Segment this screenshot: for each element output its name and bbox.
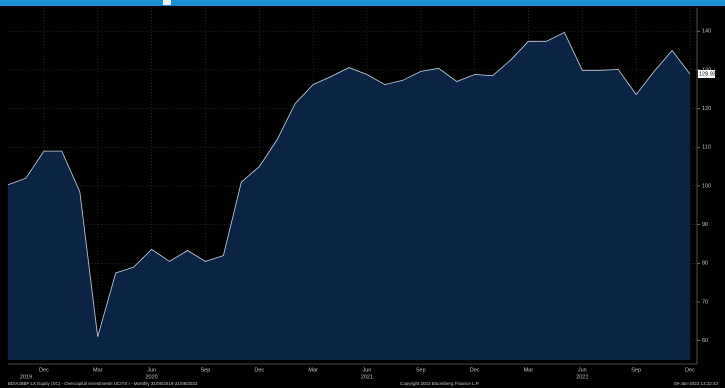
y-tick-label: 110 xyxy=(702,145,711,151)
x-year-label: 2019 xyxy=(20,374,32,380)
x-year-label: 2021 xyxy=(361,374,373,380)
x-tick-label: Sep xyxy=(631,367,641,373)
x-tick-label: Dec xyxy=(470,367,480,373)
area xyxy=(8,32,690,361)
y-tick-label: 100 xyxy=(702,183,711,189)
x-tick-label: Dec xyxy=(39,367,49,373)
x-tick-label: Sep xyxy=(201,367,211,373)
footer-copyright: Copyright 2023 Bloomberg Finance L.P. xyxy=(400,381,479,386)
x-year-label: 2022 xyxy=(576,374,588,380)
y-tick-label: 70 xyxy=(702,299,708,305)
x-tick-label: Sep xyxy=(416,367,426,373)
x-tick-label: Jun xyxy=(578,367,587,373)
x-tick-label: Jun xyxy=(147,367,156,373)
top-bar xyxy=(0,0,725,6)
x-tick-label: Dec xyxy=(254,367,264,373)
y-tick-label: 120 xyxy=(702,106,711,112)
last-value-label: 128.93 xyxy=(699,71,716,77)
y-tick-label: 90 xyxy=(702,222,708,228)
x-tick-label: Mar xyxy=(308,367,318,373)
y-tick-label: 60 xyxy=(702,338,708,344)
x-year-label: 2020 xyxy=(145,374,157,380)
y-tick-label: 140 xyxy=(702,29,711,35)
last-value-box xyxy=(698,70,715,79)
footer-source: BDVUBBF LX Equity (SC) - Overcapital Inv… xyxy=(8,381,198,386)
x-tick-label: Mar xyxy=(524,367,534,373)
x-tick-label: Dec xyxy=(685,367,695,373)
line xyxy=(7,31,691,337)
x-tick-label: Jun xyxy=(363,367,372,373)
footer-date: 09-Jan-2023 13:22:43 xyxy=(674,381,719,386)
y-tick-label: 80 xyxy=(702,261,708,267)
top-bar-marker xyxy=(163,0,171,5)
x-tick-label: Mar xyxy=(93,367,103,373)
